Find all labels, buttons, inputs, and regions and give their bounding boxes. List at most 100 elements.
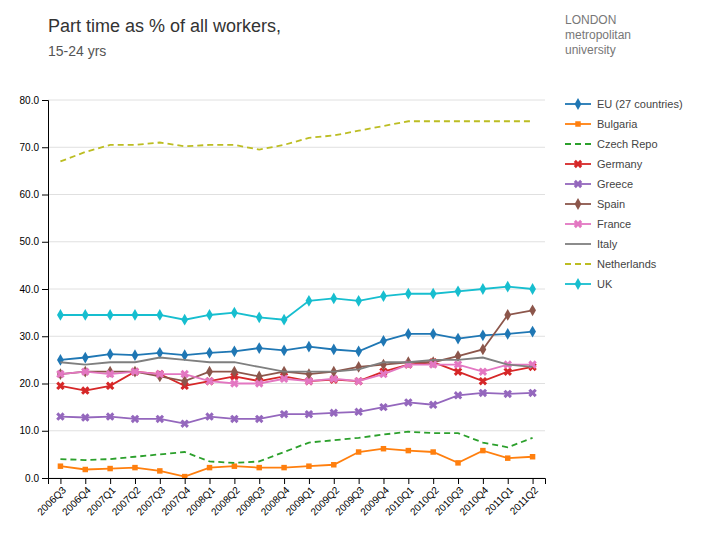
tick-mark bbox=[160, 478, 161, 484]
tick-mark bbox=[408, 478, 409, 484]
marker bbox=[278, 372, 291, 385]
plot: 0.010.020.030.040.050.060.070.080.02006Q… bbox=[20, 95, 546, 518]
title: Part time as % of all workers, bbox=[48, 16, 281, 36]
marker bbox=[107, 466, 112, 471]
marker bbox=[107, 348, 114, 360]
tick-mark bbox=[234, 478, 235, 484]
line bbox=[60, 449, 532, 477]
subtitle: 15-24 yrs bbox=[48, 43, 106, 59]
marker bbox=[206, 347, 213, 359]
tick-mark bbox=[334, 478, 335, 484]
annotation: university bbox=[565, 43, 616, 57]
marker bbox=[526, 358, 539, 371]
marker bbox=[505, 455, 510, 460]
line bbox=[60, 432, 532, 463]
marker bbox=[330, 293, 337, 305]
tick-mark bbox=[42, 289, 48, 290]
tick: 10.0 bbox=[20, 425, 48, 436]
legend-marker bbox=[575, 278, 582, 290]
tick-mark bbox=[42, 336, 48, 337]
marker bbox=[430, 328, 437, 340]
marker bbox=[356, 449, 361, 454]
marker bbox=[352, 405, 365, 418]
tick-mark bbox=[185, 478, 186, 484]
marker bbox=[529, 326, 536, 338]
tick-mark bbox=[210, 478, 211, 484]
legend-label: Bulgaria bbox=[597, 118, 638, 130]
tick-mark bbox=[533, 478, 534, 484]
line bbox=[60, 121, 532, 161]
legend-item: Greece bbox=[565, 178, 633, 191]
tick-mark bbox=[309, 478, 310, 484]
marker bbox=[231, 366, 238, 378]
marker bbox=[206, 309, 213, 321]
marker bbox=[206, 366, 213, 378]
tick-mark bbox=[458, 478, 459, 484]
marker bbox=[526, 387, 539, 400]
tick-mark bbox=[508, 478, 509, 484]
legend: EU (27 countries)BulgariaCzech RepoGerma… bbox=[565, 98, 683, 290]
marker bbox=[405, 328, 412, 340]
grid-line bbox=[48, 383, 545, 384]
marker bbox=[355, 295, 362, 307]
tick-label: 10.0 bbox=[20, 425, 40, 436]
marker bbox=[153, 413, 166, 426]
marker bbox=[504, 328, 511, 340]
marker bbox=[477, 375, 490, 388]
legend-marker bbox=[572, 158, 585, 171]
marker bbox=[104, 410, 117, 423]
legend-label: Netherlands bbox=[597, 258, 657, 270]
tick-mark bbox=[359, 478, 360, 484]
marker bbox=[157, 468, 162, 473]
marker bbox=[355, 361, 362, 373]
tick: 40.0 bbox=[20, 284, 48, 295]
marker bbox=[402, 396, 415, 409]
marker bbox=[479, 283, 486, 295]
marker bbox=[402, 358, 415, 371]
tick-mark bbox=[383, 478, 384, 484]
marker bbox=[306, 295, 313, 307]
legend-item: Czech Repo bbox=[565, 138, 658, 150]
marker bbox=[479, 344, 486, 356]
marker bbox=[104, 379, 117, 392]
legend-item: EU (27 countries) bbox=[565, 98, 683, 110]
tick-label: 0.0 bbox=[25, 473, 39, 484]
marker bbox=[530, 454, 535, 459]
marker bbox=[82, 352, 89, 364]
marker bbox=[79, 384, 92, 397]
legend-swatch bbox=[565, 143, 591, 145]
legend-swatch bbox=[565, 263, 591, 265]
marker bbox=[79, 365, 92, 378]
marker bbox=[281, 314, 288, 326]
marker bbox=[427, 398, 440, 411]
marker bbox=[203, 375, 216, 388]
tick-mark bbox=[42, 100, 48, 101]
marker bbox=[327, 372, 340, 385]
x-axis: 2006Q32006Q42007Q12007Q22007Q32007Q42008… bbox=[35, 478, 545, 517]
grid-line bbox=[48, 100, 545, 101]
tick-mark bbox=[433, 478, 434, 484]
marker bbox=[153, 368, 166, 381]
tick-mark bbox=[42, 384, 48, 385]
marker bbox=[504, 281, 511, 293]
marker bbox=[477, 387, 490, 400]
marker bbox=[58, 463, 63, 468]
marker bbox=[377, 368, 390, 381]
legend-item: Bulgaria bbox=[565, 118, 638, 130]
tick-label: 60.0 bbox=[20, 189, 40, 200]
marker bbox=[452, 389, 465, 402]
marker bbox=[477, 365, 490, 378]
marker bbox=[253, 413, 266, 426]
legend-label: Greece bbox=[597, 178, 633, 190]
marker bbox=[231, 345, 238, 357]
marker bbox=[104, 368, 117, 381]
line bbox=[60, 365, 532, 384]
marker bbox=[232, 463, 237, 468]
tick-mark bbox=[42, 478, 48, 479]
marker bbox=[380, 335, 387, 347]
marker bbox=[303, 408, 316, 421]
legend-marker bbox=[572, 178, 585, 191]
annotation: LONDON bbox=[565, 13, 616, 27]
marker bbox=[132, 349, 139, 361]
tick-label: 30.0 bbox=[20, 331, 40, 342]
